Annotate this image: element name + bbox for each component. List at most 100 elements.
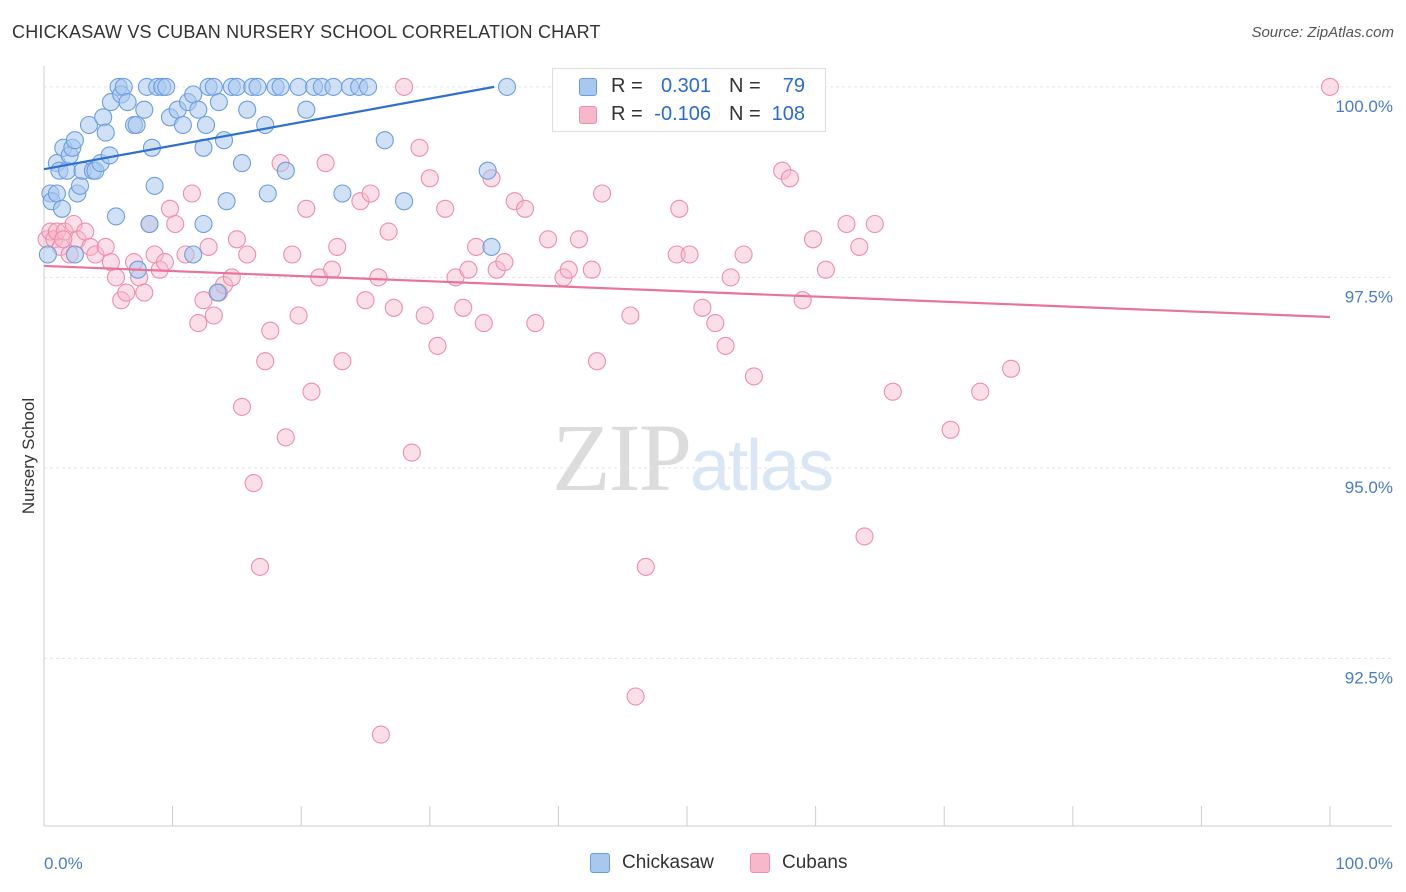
chickasaw-point (106, 207, 126, 226)
chickasaw-point (478, 161, 497, 180)
chickasaw-point (482, 237, 501, 256)
chickasaw-swatch (579, 78, 597, 96)
cubans-point (569, 230, 589, 249)
cubans-point (971, 382, 990, 401)
cubans-point (135, 283, 154, 302)
cubans-point (194, 291, 213, 310)
legend-r-value: -0.106 (654, 103, 711, 125)
legend-r-value: 0.301 (660, 75, 711, 97)
chickasaw-point (47, 184, 66, 203)
cubans-point (76, 222, 95, 241)
cubans-point (780, 169, 799, 188)
cubans-point (302, 382, 321, 401)
chickasaw-point (135, 100, 154, 119)
x-tick-label-min: 0.0% (44, 854, 83, 873)
chickasaw-point (256, 115, 275, 135)
chickasaw-point (52, 199, 72, 218)
cubans-point (410, 138, 429, 157)
cubans-point (420, 169, 439, 188)
chickasaw-point (227, 77, 246, 96)
legend-n-label: N = (729, 75, 761, 97)
chickasaw-point (96, 123, 115, 142)
legend-row-chickasaw: R = 0.301 N = 79 (553, 73, 825, 101)
cubans-point (793, 291, 812, 310)
cubans-point (593, 184, 612, 203)
chickasaw-point (271, 77, 290, 96)
legend-n-label: N = (729, 103, 761, 125)
cubans-point (106, 268, 126, 287)
chickasaw-point (194, 214, 213, 234)
cubans-legend-label: Cubans (782, 852, 848, 873)
chickasaw-point (140, 214, 159, 234)
cubans-point (351, 192, 370, 211)
cubans-point (96, 237, 115, 256)
cubans-point (667, 245, 686, 264)
cubans-point (428, 336, 447, 355)
cubans-point (495, 253, 514, 272)
cubans-point (54, 230, 73, 249)
chickasaw-point (145, 176, 164, 195)
chickasaw-point (38, 245, 57, 264)
chickasaw-point (65, 245, 84, 264)
cubans-point (706, 314, 725, 333)
y-axis-label: Nursery School (19, 398, 38, 514)
chickasaw-trend-line (43, 85, 495, 171)
cubans-point (734, 245, 753, 264)
chickasaw-point (114, 77, 133, 96)
chart-title: CHICKASAW VS CUBAN NURSERY SCHOOL CORREL… (12, 22, 601, 42)
chickasaw-point (232, 154, 252, 173)
chickasaw-point (375, 131, 394, 150)
cubans-point (436, 199, 455, 218)
chickasaw-legend-swatch (590, 853, 610, 873)
chickasaw-point (258, 184, 277, 203)
cubans-point (160, 199, 180, 218)
chickasaw-point (65, 131, 84, 150)
cubans-point (505, 192, 524, 211)
chickasaw-point (127, 115, 146, 135)
cubans-point (155, 253, 174, 272)
cubans-point (883, 382, 902, 401)
cubans-point (454, 298, 473, 317)
chickasaw-point (395, 192, 414, 211)
chickasaw-point (208, 283, 227, 302)
chickasaw-point (70, 176, 90, 195)
chickasaw-point (157, 77, 176, 96)
chickasaw-legend-label: Chickasaw (622, 852, 714, 873)
cubans-point (559, 260, 578, 279)
cubans-point (626, 687, 645, 706)
y-tick-label: 92.5% (1345, 668, 1393, 687)
cubans-point (356, 291, 375, 310)
chickasaw-point (289, 77, 308, 96)
chickasaw-point (196, 115, 216, 135)
legend-n-value: 108 (771, 103, 805, 125)
chickasaw-point (189, 100, 208, 119)
cubans-point (369, 268, 388, 287)
cubans-point (86, 245, 105, 264)
cubans-point (467, 237, 486, 256)
labels-layer: Nursery School 92.5% 95.0% 97.5% 100.0% 0.0%… (19, 97, 1393, 873)
points-layer (37, 77, 1340, 744)
chickasaw-point (324, 77, 343, 96)
chickasaw-point (276, 161, 295, 180)
cubans-point (328, 237, 347, 256)
cubans-point (636, 557, 655, 576)
cubans-point (587, 352, 607, 371)
cubans-point (816, 260, 835, 279)
chickasaw-point (238, 100, 257, 119)
chickasaw-point (94, 108, 113, 127)
cubans-point (487, 260, 506, 279)
cubans-point (1002, 359, 1021, 378)
cubans-point (539, 230, 558, 249)
cubans-point (333, 352, 352, 371)
cubans-point (227, 230, 246, 249)
cubans-point (395, 77, 414, 96)
trend-layer (43, 85, 1331, 319)
chickasaw-point (248, 77, 267, 96)
chickasaw-point (297, 100, 316, 119)
chickasaw-point (209, 93, 228, 112)
chickasaw-point (118, 93, 137, 112)
stats-legend: R = 0.301 N = 79 R = -0.106 N = 108 (552, 68, 826, 132)
cubans-legend-swatch (750, 853, 770, 873)
chickasaw-point (217, 192, 236, 211)
cubans-point (371, 725, 390, 744)
